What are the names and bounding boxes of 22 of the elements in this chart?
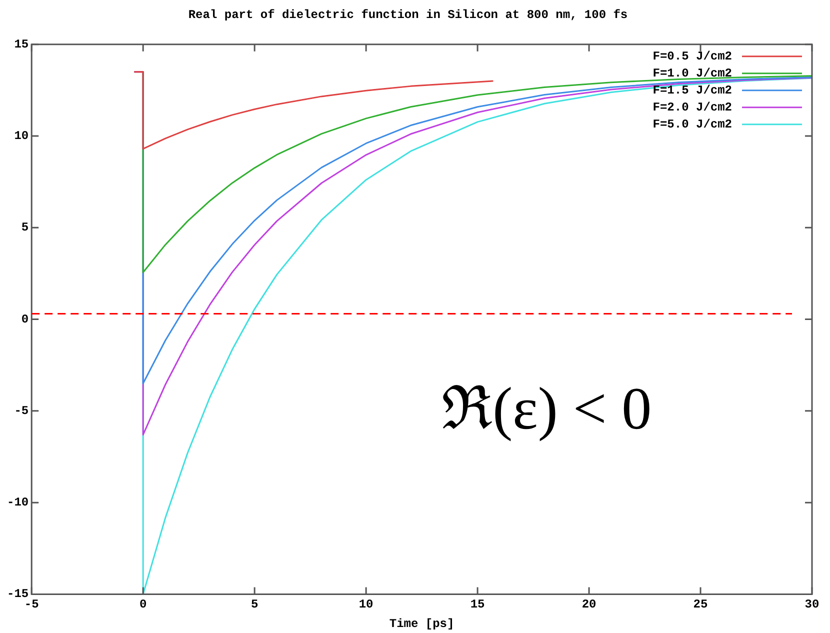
x-tick-label: 10 xyxy=(358,597,374,612)
legend-label: F=1.0 J/cm2 xyxy=(652,66,732,80)
x-tick-label: 5 xyxy=(250,597,258,612)
annotation: ℜ(ε) < 0 xyxy=(442,376,652,442)
x-tick-label: 0 xyxy=(139,597,147,612)
legend-label: F=0.5 J/cm2 xyxy=(652,49,732,64)
y-tick-label: 15 xyxy=(14,37,29,52)
x-tick-label: 20 xyxy=(582,597,596,612)
x-tick-label: 15 xyxy=(470,597,485,612)
y-tick-label: 0 xyxy=(21,312,29,326)
legend-label: F=5.0 J/cm2 xyxy=(652,117,732,132)
legend-label: F=1.5 J/cm2 xyxy=(652,83,732,98)
x-axis-title: Time [ps] xyxy=(389,616,454,631)
y-tick-label: 10 xyxy=(14,129,29,144)
y-tick-label: -15 xyxy=(6,587,29,602)
x-tick-label: 30 xyxy=(804,597,820,612)
chart-title: Real part of dielectric function in Silicon at 800 nm, 100 fs xyxy=(188,8,628,22)
legend-label: F=2.0 J/cm2 xyxy=(652,100,732,114)
y-tick-label: -5 xyxy=(14,404,29,418)
x-tick-label: 25 xyxy=(693,597,708,612)
y-tick-label: -10 xyxy=(6,496,29,510)
y-tick-label: 5 xyxy=(21,220,29,235)
